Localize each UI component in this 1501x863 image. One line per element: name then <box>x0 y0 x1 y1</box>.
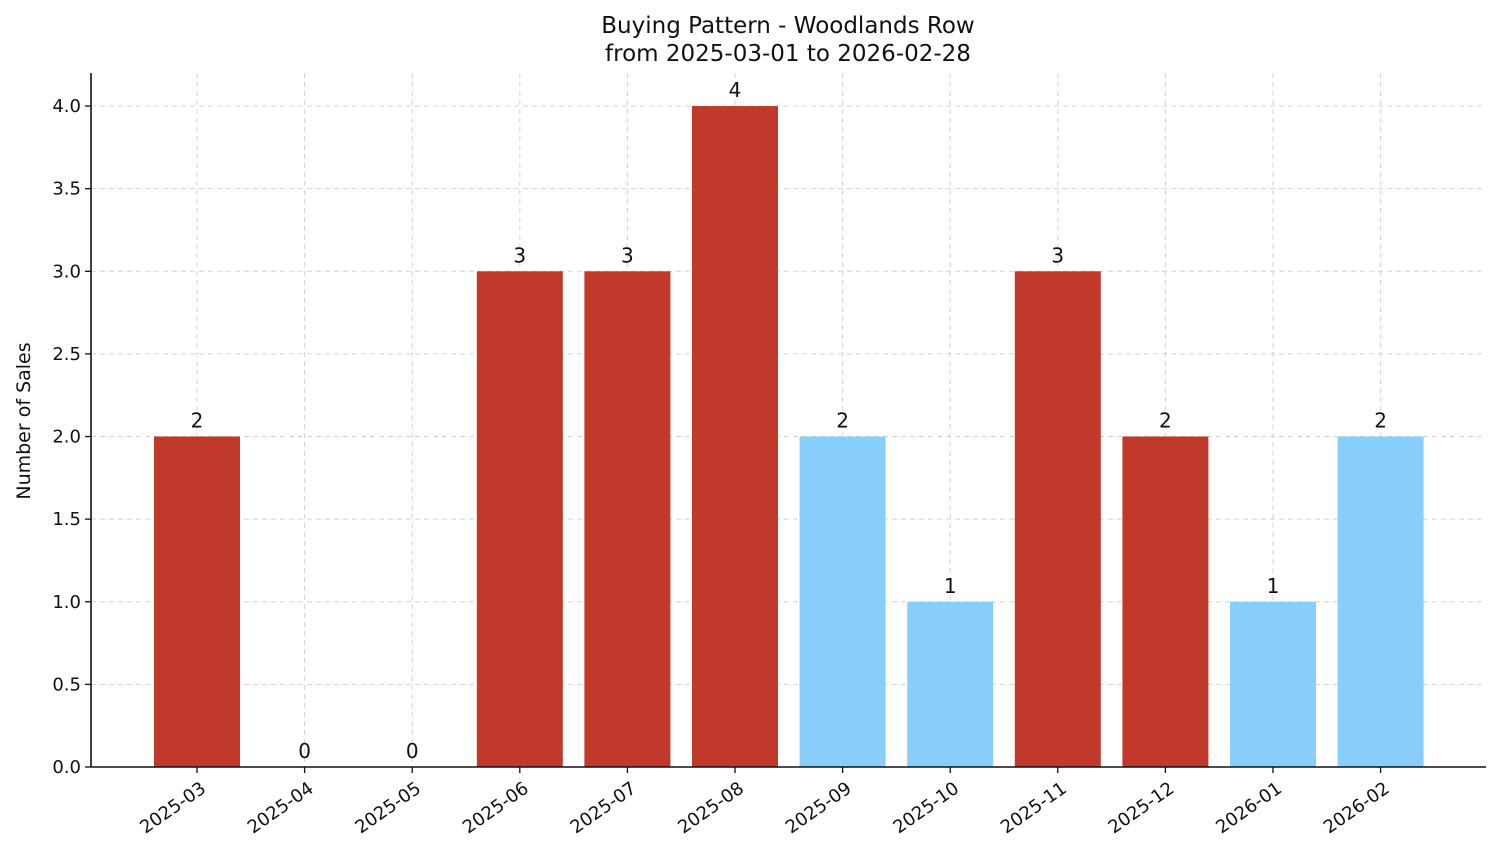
y-tick-label: 4.0 <box>52 96 81 117</box>
y-tick-label: 2.0 <box>52 427 81 448</box>
data-label-2026-01: 1 <box>1267 574 1280 598</box>
y-tick-label: 1.0 <box>52 592 81 613</box>
data-label-2025-09: 2 <box>836 409 849 433</box>
data-label-2025-07: 3 <box>621 243 634 267</box>
x-tick-label: 2025-03 <box>136 778 210 838</box>
bar-2025-09 <box>799 436 886 767</box>
x-tick-label: 2026-01 <box>1212 778 1286 838</box>
data-label-2025-06: 3 <box>513 243 526 267</box>
bar-2025-03 <box>154 436 240 767</box>
data-label-2025-12: 2 <box>1159 409 1172 433</box>
x-tick-label: 2025-08 <box>674 778 748 838</box>
data-label-2025-04: 0 <box>298 739 311 763</box>
data-label-2025-05: 0 <box>406 739 419 763</box>
x-tick-label: 2025-06 <box>459 778 533 838</box>
y-tick-label: 0.0 <box>52 757 81 778</box>
x-tick-label: 2025-11 <box>997 778 1071 838</box>
data-label-2025-11: 3 <box>1051 243 1064 267</box>
chart-title: Buying Pattern - Woodlands Row <box>601 13 974 39</box>
data-label-2026-02: 2 <box>1374 409 1387 433</box>
data-label-2025-03: 2 <box>191 409 204 433</box>
y-tick-label: 0.5 <box>52 674 81 695</box>
y-tick-label: 2.5 <box>52 344 81 365</box>
chart-subtitle: from 2025-03-01 to 2026-02-28 <box>605 41 971 67</box>
data-label-2025-08: 4 <box>729 78 742 102</box>
y-tick-label: 3.5 <box>52 179 81 200</box>
bars-layer: 2 0 0 3 3 4 2 1 3 2 1 2 <box>154 78 1424 768</box>
x-tick-label: 2025-04 <box>244 778 318 838</box>
x-tick-label: 2025-05 <box>351 778 425 838</box>
x-tick-label: 2025-09 <box>782 778 856 838</box>
y-tick-label: 3.0 <box>52 261 81 282</box>
bar-2026-01 <box>1230 601 1316 767</box>
bar-2025-10 <box>907 601 994 767</box>
bar-2025-11 <box>1014 271 1101 767</box>
data-label-2025-10: 1 <box>944 574 957 598</box>
x-tick-label: 2025-12 <box>1105 778 1179 838</box>
bar-2025-08 <box>692 106 778 768</box>
bar-2025-12 <box>1122 436 1209 767</box>
bar-2026-02 <box>1337 436 1424 767</box>
bar-2025-06 <box>476 271 563 767</box>
y-tick-label: 1.5 <box>52 509 81 530</box>
x-tick-label: 2025-10 <box>889 778 963 838</box>
y-axis-label: Number of Sales <box>13 342 35 499</box>
x-tick-label: 2026-02 <box>1320 778 1394 838</box>
bar-2025-07 <box>584 271 671 767</box>
x-tick-label: 2025-07 <box>567 778 641 838</box>
